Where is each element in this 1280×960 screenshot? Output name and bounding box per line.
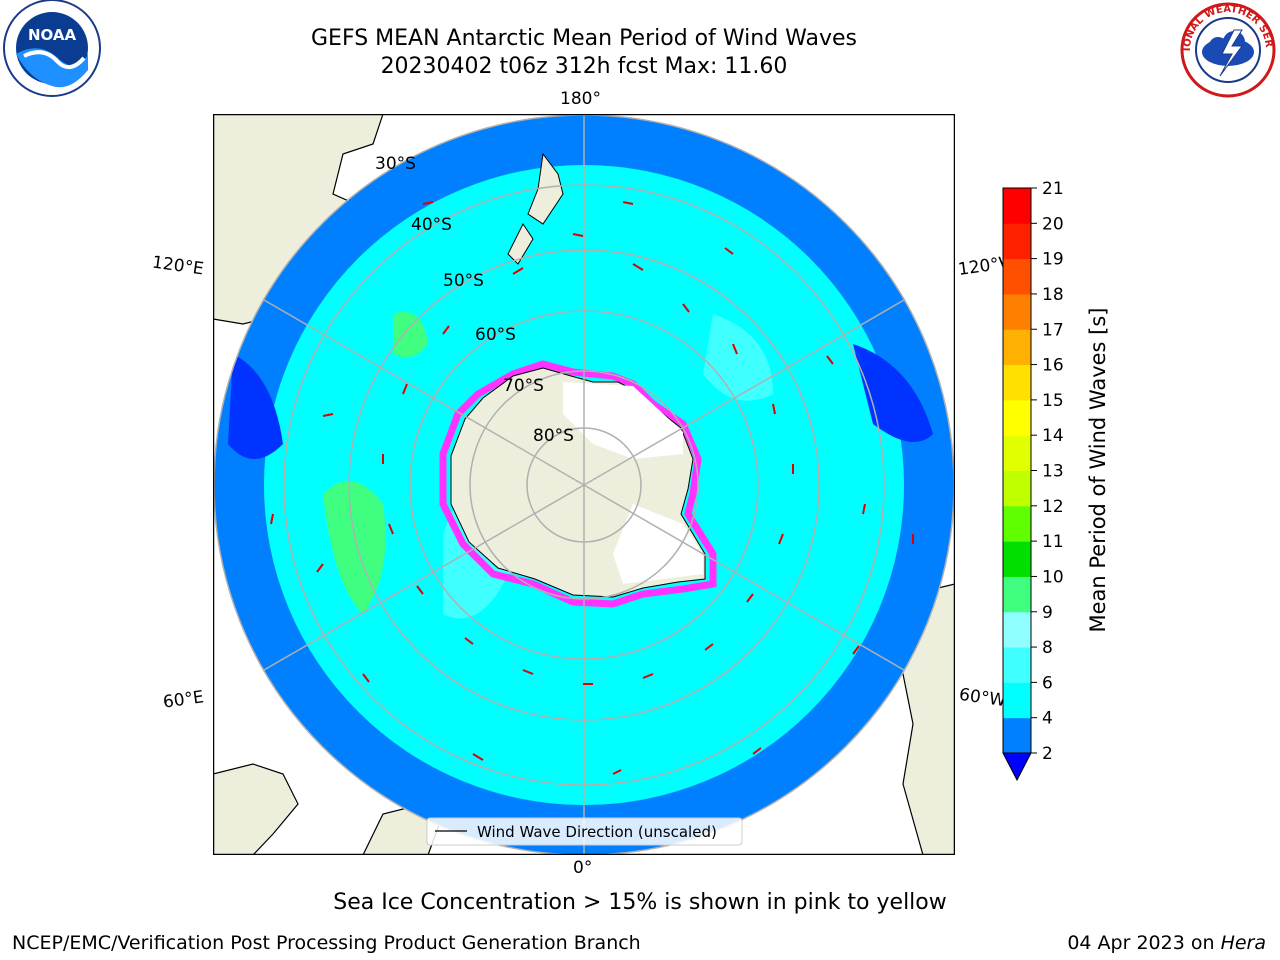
colorbar-label: Mean Period of Wind Waves [s] — [1086, 307, 1110, 633]
colorbar-tick-label: 19 — [1042, 250, 1064, 270]
lon-label-120e: 120°E — [150, 252, 205, 280]
lon-label-0: 0° — [573, 858, 593, 878]
colorbar-tick-label: 20 — [1042, 214, 1064, 234]
colorbar-bin — [1003, 541, 1031, 577]
legend-label: Wind Wave Direction (unscaled) — [477, 823, 717, 841]
colorbar-tick-label: 2 — [1042, 744, 1053, 764]
lat-label-50s: 50°S — [443, 271, 484, 291]
colorbar-tick-label: 9 — [1042, 603, 1053, 623]
land-africa — [213, 763, 299, 855]
colorbar-tick-label: 6 — [1042, 673, 1053, 693]
nws-logo-icon: NATIONAL WEATHER SERVICE — [1176, 0, 1276, 98]
lat-label-80s: 80°S — [533, 426, 574, 446]
colorbar-bin — [1003, 223, 1031, 260]
chart-subtitle: 20230402 t06z 312h fcst Max: 11.60 — [380, 54, 788, 79]
noaa-logo-icon: NOAA — [3, 0, 101, 97]
colorbar-bin — [1003, 435, 1031, 471]
colorbar-tick-label: 16 — [1042, 356, 1064, 376]
colorbar-tick-label: 21 — [1042, 180, 1064, 199]
colorbar-bin — [1003, 258, 1031, 295]
lon-label-60e: 60°E — [161, 687, 206, 713]
lat-label-70s: 70°S — [503, 376, 544, 396]
colorbar-tick-label: 4 — [1042, 709, 1053, 729]
colorbar-tick-label: 10 — [1042, 567, 1064, 587]
polar-map: 30°S 40°S 50°S 60°S 70°S 80°S Wind Wave … — [213, 114, 955, 855]
sea-ice-note: Sea Ice Concentration > 15% is shown in … — [333, 890, 947, 915]
colorbar-tick-label: 11 — [1042, 532, 1064, 552]
lat-label-60s: 60°S — [475, 325, 516, 345]
credit-text: NCEP/EMC/Verification Post Processing Pr… — [12, 932, 641, 954]
date-text: 04 Apr 2023 on — [1067, 932, 1221, 954]
colorbar-bin — [1003, 364, 1031, 401]
noaa-logo-text: NOAA — [28, 26, 77, 44]
colorbar-bin — [1003, 188, 1031, 224]
colorbar-bin — [1003, 470, 1031, 507]
chart-title: GEFS MEAN Antarctic Mean Period of Wind … — [311, 26, 857, 51]
machine-name: Hera — [1220, 932, 1266, 954]
colorbar-extend-arrow — [1002, 752, 1032, 782]
colorbar-tick-label: 14 — [1042, 426, 1064, 446]
colorbar-bin — [1003, 611, 1031, 648]
colorbar-tick-label: 12 — [1042, 497, 1064, 517]
colorbar-tick-label: 18 — [1042, 285, 1064, 305]
colorbar-bin — [1003, 717, 1031, 754]
lat-label-30s: 30°S — [375, 154, 416, 174]
wind-arrows — [270, 201, 914, 775]
sea-ice-edge — [439, 360, 717, 608]
colorbar-bin — [1003, 576, 1031, 613]
colorbar-bin — [1003, 647, 1031, 683]
colorbar-tick-label: 13 — [1042, 462, 1064, 482]
colorbar-bin — [1003, 329, 1031, 366]
date-stamp: 04 Apr 2023 on Hera — [1067, 932, 1266, 954]
colorbar-bin — [1003, 399, 1031, 436]
colorbar-tick-label: 8 — [1042, 638, 1053, 658]
map-legend: Wind Wave Direction (unscaled) — [426, 817, 743, 846]
colorbar-bin — [1003, 293, 1031, 330]
colorbar-bin — [1003, 682, 1031, 719]
colorbar: 2 4 6 8 9 10 11 12 13 14 15 16 17 18 19 20 21 — [1002, 180, 1064, 782]
colorbar-tick-label: 17 — [1042, 320, 1064, 340]
lon-label-180: 180° — [560, 89, 601, 109]
colorbar-bin — [1003, 505, 1031, 542]
colorbar-tick-label: 15 — [1042, 391, 1064, 411]
lat-label-40s: 40°S — [411, 215, 452, 235]
